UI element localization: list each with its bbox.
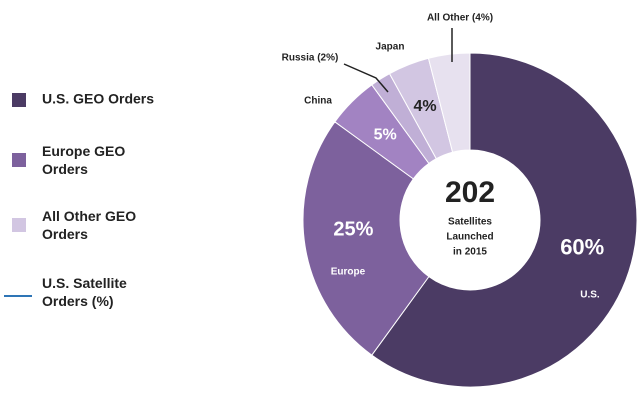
legend-swatch [12, 153, 26, 167]
legend-label: U.S. Satellite Orders (%) [42, 275, 127, 309]
center-line: Satellites [448, 217, 492, 228]
value-label: 25% [333, 219, 373, 241]
category-label: Europe [331, 267, 366, 278]
legend-swatch [12, 93, 26, 107]
category-label: Russia (2%) [282, 53, 339, 64]
center-line: in 2015 [453, 247, 487, 258]
legend-label: U.S. GEO Orders [42, 91, 154, 107]
center-value: 202 [445, 176, 495, 209]
legend-label: All Other GEO Orders [42, 208, 136, 242]
center-line: Launched [446, 232, 493, 243]
value-label: 4% [414, 98, 437, 115]
category-label: U.S. [580, 290, 600, 301]
leader-line [343, 63, 389, 93]
legend-swatch [12, 218, 26, 232]
legend-label: Europe GEO Orders [42, 143, 125, 177]
value-label: 5% [374, 126, 397, 143]
value-label: 60% [560, 234, 604, 259]
category-label: China [304, 96, 332, 107]
donut-hole [400, 150, 540, 290]
category-label: All Other (4%) [427, 13, 493, 24]
category-label: Japan [376, 42, 405, 53]
